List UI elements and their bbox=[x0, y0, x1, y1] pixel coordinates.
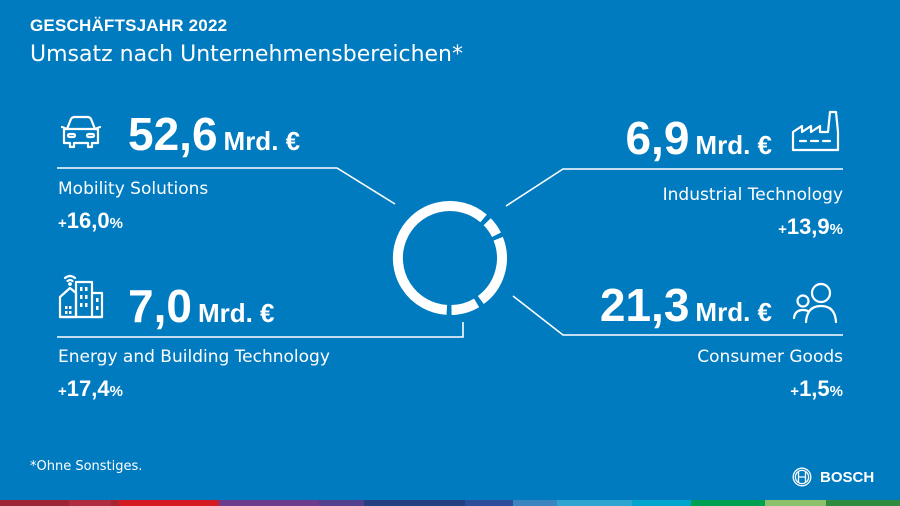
footnote: *Ohne Sonstiges. bbox=[30, 459, 143, 474]
mobility-growth: +16,0% bbox=[58, 208, 123, 233]
industrial-value: 6,9 Mrd. € bbox=[625, 112, 772, 164]
smart-building-icon bbox=[58, 274, 104, 319]
energy-growth: +17,4% bbox=[58, 376, 123, 401]
brand-logo: BOSCH bbox=[792, 467, 874, 487]
segment-mobility bbox=[58, 113, 104, 158]
car-icon bbox=[60, 115, 102, 149]
mobility-label: Mobility Solutions bbox=[58, 179, 209, 199]
segment-consumer-goods bbox=[792, 282, 840, 329]
people-icon bbox=[792, 282, 838, 324]
consumer-growth: +1,5% bbox=[790, 376, 843, 401]
mobility-value: 52,6 Mrd. € bbox=[128, 108, 301, 160]
kicker-title: GESCHÄFTSJAHR 2022 bbox=[30, 16, 228, 35]
page-title: Umsatz nach Unternehmensbereichen* bbox=[30, 42, 463, 67]
segment-industrial bbox=[790, 108, 842, 159]
bosch-armature-icon bbox=[792, 467, 812, 487]
consumer-label: Consumer Goods bbox=[697, 347, 843, 367]
energy-value: 7,0 Mrd. € bbox=[128, 280, 275, 332]
energy-label: Energy and Building Technology bbox=[58, 347, 330, 367]
color-stripe bbox=[0, 500, 900, 506]
factory-icon bbox=[791, 110, 840, 152]
industrial-label: Industrial Technology bbox=[662, 185, 843, 205]
consumer-value: 21,3 Mrd. € bbox=[599, 279, 772, 331]
brand-name: BOSCH bbox=[820, 468, 875, 486]
segment-energy-building bbox=[58, 273, 110, 326]
industrial-growth: +13,9% bbox=[778, 214, 843, 239]
